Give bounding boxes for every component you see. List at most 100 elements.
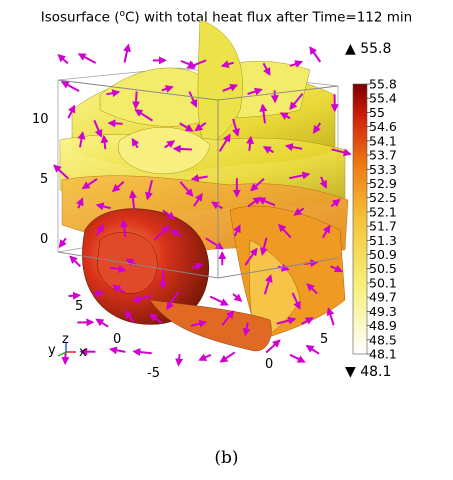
heat-flux-arrow [179, 181, 194, 197]
heat-flux-arrow [172, 144, 192, 153]
heat-flux-arrow [149, 313, 163, 324]
heat-flux-arrow [246, 135, 255, 151]
bounding-box-front-frame [57, 79, 339, 279]
heat-flux-arrow [313, 122, 322, 134]
heat-flux-arrow [109, 346, 126, 355]
colorbar-tick-label: 51.3 [369, 233, 397, 248]
heat-flux-arrow [76, 197, 84, 209]
heat-flux-arrow [109, 265, 127, 273]
heat-flux-arrow [111, 181, 125, 193]
min-value-label: ▼ 48.1 [345, 364, 392, 380]
colorbar-tick-label: 55.4 [369, 91, 397, 106]
heat-flux-arrow [132, 91, 141, 110]
title-degree-sup: o [119, 9, 125, 19]
heat-flux-arrow [191, 262, 204, 271]
heat-flux-arrow [123, 43, 131, 63]
triad-z-label: z [62, 332, 69, 347]
heat-flux-arrow [263, 274, 273, 295]
heat-flux-arrow [170, 229, 183, 238]
heat-flux-arrow [198, 353, 212, 361]
heat-flux-arrow [190, 319, 208, 328]
heat-flux-arrow [95, 224, 104, 237]
x-tick-0: 0 [265, 357, 273, 372]
heat-flux-arrow [247, 87, 263, 96]
colorbar-tick-label: 48.9 [369, 318, 397, 333]
heat-flux-arrow [330, 198, 341, 208]
heat-flux-arrow [95, 318, 109, 328]
heat-flux-arrow [291, 292, 301, 310]
heat-flux-arrow [100, 134, 109, 150]
heat-flux-arrow [289, 353, 306, 363]
heat-flux-arrow [301, 317, 314, 325]
heat-flux-arrow [120, 219, 129, 238]
heat-flux-arrow [233, 224, 241, 237]
colorbar-tick-label: 48.1 [369, 347, 397, 362]
heat-flux-arrow [58, 237, 67, 248]
heat-flux-arrow [265, 339, 281, 354]
heat-flux-arrow [161, 85, 174, 93]
heat-flux-arrow [190, 174, 208, 182]
heat-flux-arrow [221, 310, 235, 326]
heat-flux-arrow [326, 307, 335, 326]
heat-flux-arrow [331, 148, 352, 157]
heat-flux-arrow [175, 354, 184, 367]
colorbar-tick-label: 50.9 [369, 247, 397, 262]
heat-flux-arrow [321, 224, 331, 239]
z-tick-0: 0 [40, 232, 48, 247]
heat-flux-arrow [232, 293, 243, 302]
isosurfaces [59, 19, 349, 352]
z-tick-5: 5 [40, 172, 48, 187]
title-prefix: Isosurface ( [40, 9, 120, 26]
heat-flux-arrow [278, 223, 292, 239]
heat-flux-arrow [218, 133, 231, 152]
heat-flux-arrow [128, 190, 137, 210]
heat-flux-arrow [257, 197, 276, 207]
heat-flux-arrow [112, 284, 126, 294]
heat-flux-arrow [279, 112, 291, 120]
heat-flux-arrow [57, 54, 69, 65]
heat-flux-arrow [124, 310, 135, 323]
heat-flux-arrow [158, 268, 167, 290]
title-suffix: C) with total heat flux after Time=112 m… [125, 9, 413, 26]
heat-flux-arrow [262, 62, 271, 77]
heat-flux-arrow [220, 60, 234, 69]
heat-flux-arrow [145, 179, 153, 201]
heat-flux-arrow [242, 322, 251, 337]
colorbar-tick-label: 52.5 [369, 190, 397, 205]
colorbar-tick-label: 48.5 [369, 332, 397, 347]
heat-flux-arrow [53, 164, 69, 180]
heat-flux-arrow [330, 264, 343, 273]
heat-flux-arrow [179, 122, 194, 132]
heat-flux-arrow [188, 91, 198, 108]
heat-flux-arrow [186, 59, 207, 70]
heat-flux-arrow [194, 122, 207, 132]
colorbar-tick-label: 50.5 [369, 261, 397, 276]
heat-flux-arrow [250, 177, 265, 192]
heat-flux-arrow [276, 316, 297, 325]
heat-flux-arrow [259, 237, 268, 256]
colorbar-tick-label: 50.1 [369, 275, 397, 290]
heat-flux-arrow [277, 263, 290, 272]
colorbar-ticks: 55.855.45554.654.153.753.352.952.552.151… [367, 77, 397, 362]
heat-flux-arrow [211, 201, 223, 210]
heat-flux-arrow [244, 247, 258, 266]
plot-title: Isosurface (oC) with total heat flux aft… [0, 9, 453, 26]
heat-flux-arrow [305, 345, 320, 355]
colorbar [352, 83, 368, 355]
colorbar-tick-label: 52.9 [369, 176, 397, 191]
colorbar-tick-label: 53.3 [369, 162, 397, 177]
y-tick-0: 0 [113, 332, 121, 347]
colorbar-tick-label: 53.7 [369, 148, 397, 163]
heat-flux-arrow [166, 291, 179, 311]
heat-flux-arrow [106, 89, 121, 98]
heat-flux-arrow [209, 295, 229, 306]
heat-flux-arrow [153, 225, 170, 241]
heat-flux-arrow [319, 176, 327, 189]
heat-flux-arrow [289, 171, 311, 180]
colorbar-tick-label: 55 [369, 105, 385, 120]
heat-flux-arrow [164, 140, 176, 149]
heat-flux-arrow [67, 104, 76, 119]
y-tick-neg5: -5 [147, 366, 160, 381]
heat-flux-arrow [81, 178, 98, 190]
triad-y-axis [57, 351, 67, 357]
